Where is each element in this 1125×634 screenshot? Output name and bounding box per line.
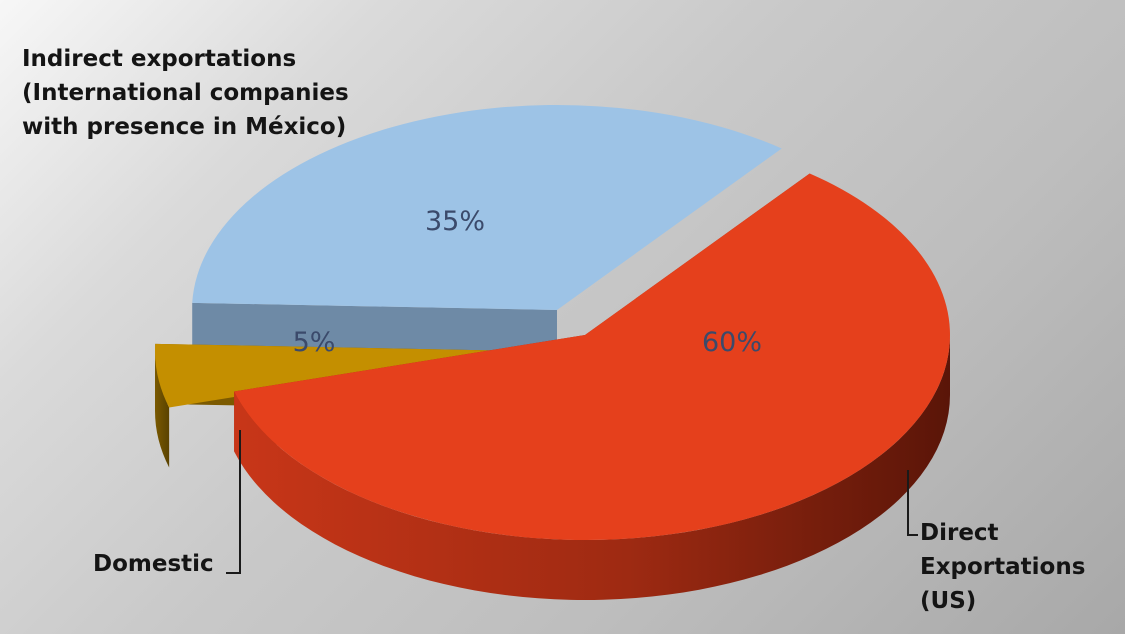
data-label: 60% <box>702 327 762 358</box>
leader-line-domestic <box>226 430 241 574</box>
slice-top <box>192 105 782 311</box>
slice-outer-side <box>155 351 170 468</box>
category-label-line: Direct <box>920 520 999 546</box>
category-label-line: with presence in México) <box>22 114 347 140</box>
category-label-line: Exportations <box>920 554 1086 580</box>
category-label-line: Indirect exportations <box>22 46 297 72</box>
slice-direct-exportations <box>234 173 951 600</box>
leader-line-direct-exportations <box>907 470 918 536</box>
category-label-line: (International companies <box>22 80 349 106</box>
category-label-indirect-exportations: Indirect exportations (International com… <box>22 42 349 144</box>
data-label: 5% <box>293 327 336 358</box>
category-label-line: Domestic <box>93 551 214 577</box>
data-label: 35% <box>425 206 485 237</box>
category-label-direct-exportations: Direct Exportations (US) <box>920 516 1085 618</box>
slice-top <box>234 173 951 540</box>
category-label-domestic: Domestic <box>93 547 214 581</box>
slice-outer-side <box>234 335 951 600</box>
category-label-line: (US) <box>920 588 977 614</box>
